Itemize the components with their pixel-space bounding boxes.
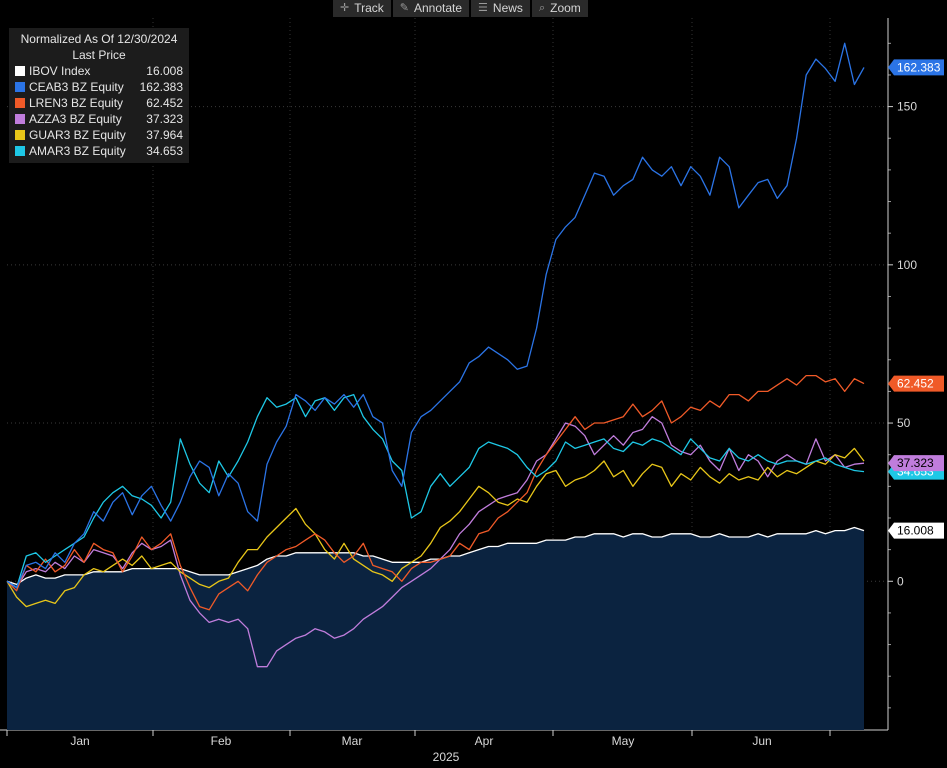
tag-value: 62.452 [897, 377, 934, 391]
y-tick-label: 0 [897, 574, 904, 588]
news-button[interactable]: ☰ News [471, 0, 530, 17]
tag-shape [888, 522, 944, 539]
news-icon: ☰ [478, 2, 488, 14]
x-tick-label: Jun [752, 734, 771, 748]
last-value-tag-ibov: 16.008 [888, 522, 944, 539]
pencil-icon: ✎ [399, 2, 409, 14]
legend-swatch [15, 114, 25, 124]
zoom-button[interactable]: ⌕ Zoom [531, 0, 588, 17]
legend-swatch [15, 130, 25, 140]
y-tick-label: 50 [897, 416, 911, 430]
annotate-button[interactable]: ✎ Annotate [392, 0, 470, 17]
x-tick-label: May [612, 734, 635, 748]
x-tick-label: Feb [211, 734, 232, 748]
series-line-lren3 [6, 374, 865, 611]
legend-row-amar3[interactable]: AMAR3 BZ Equity 34.653 [15, 143, 183, 159]
y-tick-label: 150 [897, 100, 917, 114]
zoom-icon: ⌕ [538, 2, 546, 14]
track-button[interactable]: ✛ Track [333, 0, 391, 17]
x-tick-label: Mar [342, 734, 363, 748]
legend-swatch [15, 146, 25, 156]
x-tick-label: Jan [70, 734, 89, 748]
legend-title: Normalized As Of 12/30/2024 [20, 32, 178, 46]
series-line-ibov [6, 526, 865, 586]
tag-value: 162.383 [897, 60, 941, 74]
tag-shape [888, 375, 944, 392]
legend-swatch [15, 82, 25, 92]
news-label: News [492, 1, 523, 15]
legend-subtitle: Last Price [72, 48, 126, 62]
x-tick-label: Apr [475, 734, 494, 748]
track-label: Track [354, 1, 384, 15]
legend-swatch [15, 98, 25, 108]
series-line-ceab3 [6, 42, 865, 589]
x-axis-label: 2025 [433, 750, 460, 764]
tag-value: 37.323 [897, 456, 934, 470]
chart-legend: Normalized As Of 12/30/2024 Last Price I… [9, 28, 189, 163]
series-line-guar3 [6, 447, 865, 608]
legend-swatch [15, 66, 25, 76]
legend-row-lren3[interactable]: LREN3 BZ Equity 62.452 [15, 95, 183, 111]
series-line-amar3 [6, 393, 865, 589]
chart-toolbar: ✛ Track ✎ Annotate ☰ News ⌕ Zoom [333, 0, 588, 17]
legend-row-azza3[interactable]: AZZA3 BZ Equity 37.323 [15, 111, 183, 127]
annotate-label: Annotate [414, 1, 463, 15]
legend-row-ceab3[interactable]: CEAB3 BZ Equity 162.383 [15, 79, 183, 95]
tag-shape [888, 455, 944, 472]
tag-shape [888, 59, 944, 76]
last-value-tag-azza3: 37.323 [888, 455, 944, 472]
y-tick-label: 100 [897, 258, 917, 272]
legend-row-ibov[interactable]: IBOV Index 16.008 [15, 63, 183, 79]
last-value-tag-lren3: 62.452 [888, 375, 944, 392]
tag-value: 16.008 [897, 524, 934, 538]
legend-row-guar3[interactable]: GUAR3 BZ Equity 37.964 [15, 127, 183, 143]
zoom-label: Zoom [550, 1, 581, 15]
last-value-tag-ceab3: 162.383 [888, 59, 944, 76]
series-area-ibov [7, 527, 864, 730]
crosshair-icon: ✛ [340, 2, 350, 14]
